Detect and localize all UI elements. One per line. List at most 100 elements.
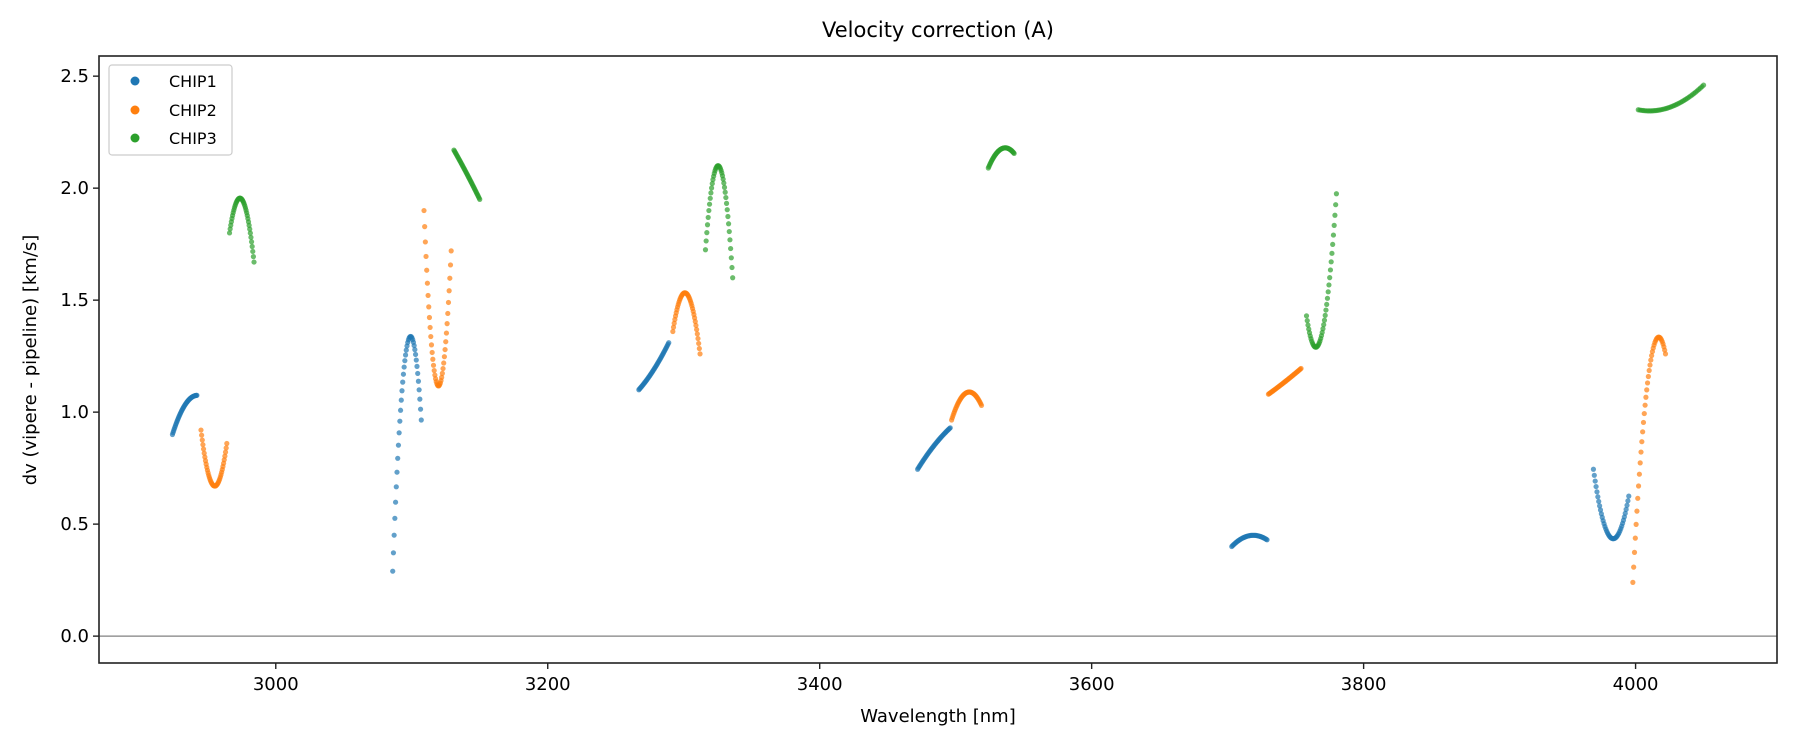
data-point-chip1: [1264, 537, 1270, 543]
y-tick-label: 2.0: [60, 178, 89, 199]
series-chip3: [226, 82, 1707, 350]
data-point-chip3: [702, 247, 709, 253]
data-point-chip2: [445, 310, 451, 317]
data-point-chip2: [222, 453, 228, 459]
data-point-chip3: [728, 245, 734, 252]
data-point-chip2: [1640, 419, 1647, 426]
data-point-chip3: [1327, 267, 1334, 273]
legend-label-chip3: CHIP3: [169, 129, 217, 148]
data-point-chip1: [1595, 494, 1601, 500]
data-point-chip3: [721, 180, 727, 186]
data-point-chip2: [430, 356, 436, 362]
data-point-chip1: [411, 342, 417, 349]
data-point-chip2: [1633, 521, 1639, 527]
data-point-chip3: [704, 230, 710, 236]
plot-frame: [98, 55, 1778, 664]
data-point-chip3: [250, 248, 256, 255]
data-point-chip2: [696, 345, 702, 352]
data-point-chip3: [1303, 313, 1310, 319]
data-point-chip2: [1637, 460, 1643, 466]
data-point-chip3: [703, 238, 709, 244]
data-point-chip3: [1324, 301, 1330, 308]
data-point-chip2: [439, 374, 445, 380]
data-point-chip3: [706, 207, 712, 214]
data-point-chip2: [1632, 535, 1638, 541]
data-point-chip1: [1596, 498, 1602, 505]
y-tick-label: 2.5: [60, 66, 89, 87]
data-point-chip2: [696, 340, 702, 347]
data-point-chip2: [443, 339, 449, 345]
data-point-chip3: [1330, 241, 1336, 248]
x-tick-label: 3800: [1341, 674, 1387, 695]
data-point-chip2: [1634, 508, 1640, 514]
data-point-chip1: [1626, 493, 1632, 499]
data-point-chip2: [1641, 410, 1647, 417]
x-tick-label: 3400: [797, 674, 843, 695]
data-point-chip1: [391, 532, 397, 538]
data-point-chip1: [1624, 502, 1630, 508]
legend-marker-chip1: [130, 76, 140, 86]
legend-marker-chip3: [130, 133, 140, 143]
data-point-chip1: [400, 371, 407, 377]
data-point-chip2: [200, 442, 206, 448]
data-point-chip3: [724, 207, 730, 213]
data-point-chip3: [248, 234, 254, 240]
data-point-chip2: [446, 288, 452, 294]
data-point-chip2: [199, 437, 205, 443]
data-point-chip2: [1635, 483, 1642, 489]
data-point-chip1: [415, 378, 422, 384]
data-point-chip2: [223, 445, 229, 451]
data-point-chip3: [1329, 250, 1335, 256]
data-point-chip2: [424, 280, 430, 286]
data-point-chip2: [1636, 471, 1642, 477]
series-chip2: [198, 207, 1669, 585]
data-point-chip3: [1700, 82, 1707, 88]
data-point-chip1: [392, 515, 398, 521]
x-tick-label: 3600: [1069, 674, 1115, 695]
data-point-chip2: [1631, 564, 1637, 570]
data-point-chip1: [396, 430, 402, 436]
chart-title: Velocity correction (A): [822, 18, 1054, 42]
data-point-chip2: [695, 335, 701, 342]
data-point-chip1: [1590, 466, 1597, 472]
data-point-chip3: [729, 264, 735, 271]
data-point-chip3: [1328, 259, 1334, 265]
data-point-chip1: [394, 469, 400, 475]
data-point-chip2: [425, 292, 431, 299]
data-point-chip2: [441, 360, 447, 366]
data-point-chip2: [426, 314, 433, 321]
data-point-chip3: [725, 221, 732, 227]
data-point-chip2: [427, 324, 433, 331]
data-point-chip2: [224, 440, 230, 447]
data-point-chip2: [1643, 394, 1649, 400]
data-point-chip3: [709, 180, 715, 187]
data-point-chip2: [447, 275, 453, 281]
data-point-chip3: [708, 185, 715, 191]
x-axis-label: Wavelength [nm]: [860, 706, 1016, 727]
data-point-chip3: [1333, 191, 1340, 197]
data-point-chip1: [666, 340, 672, 346]
legend-label-chip1: CHIP1: [169, 72, 217, 91]
data-point-chip2: [200, 446, 207, 452]
data-point-chip2: [1644, 387, 1650, 393]
x-tick-label: 3200: [525, 674, 571, 695]
data-point-chip2: [445, 299, 452, 306]
data-point-chip1: [1625, 498, 1631, 504]
data-point-chip1: [400, 379, 406, 385]
data-point-chip3: [247, 230, 253, 236]
data-point-chip1: [412, 351, 419, 358]
legend-label-chip2: CHIP2: [169, 101, 217, 120]
data-point-chip3: [722, 189, 728, 195]
data-point-chip3: [708, 190, 714, 196]
data-point-chip2: [1638, 449, 1644, 455]
data-point-chip1: [401, 364, 407, 370]
data-point-chip3: [249, 243, 255, 250]
data-point-chip1: [413, 357, 419, 363]
data-point-chip1: [412, 347, 418, 353]
data-point-chip1: [397, 418, 403, 424]
data-point-chip2: [441, 354, 447, 360]
data-point-chip3: [1321, 317, 1328, 323]
data-point-chip1: [390, 568, 396, 574]
data-point-chip2: [440, 365, 446, 372]
